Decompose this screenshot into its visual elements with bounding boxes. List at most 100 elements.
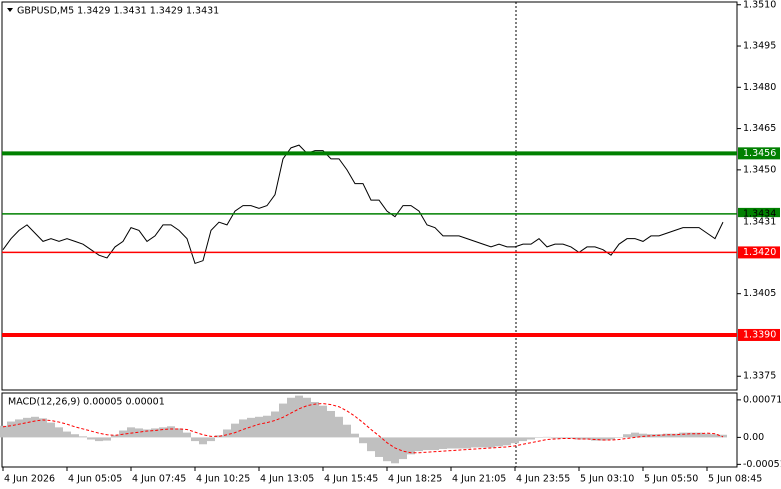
macd-bar — [343, 424, 351, 438]
macd-bar — [55, 427, 63, 438]
macd-bar — [479, 437, 487, 448]
price-line — [2, 144, 724, 265]
macd-bar — [639, 433, 647, 438]
macd-bar — [679, 432, 687, 438]
macd-bar — [671, 433, 679, 438]
macd-bar — [695, 432, 703, 438]
x-tick-label: 4 Jun 15:45 — [324, 474, 378, 485]
macd-bar — [567, 437, 575, 439]
macd-bar — [63, 431, 71, 438]
macd-bar — [463, 437, 471, 449]
macd-bar — [655, 434, 663, 438]
macd-bar — [127, 427, 135, 438]
x-tick-label: 5 Jun 05:50 — [644, 474, 698, 485]
macd-bar — [231, 423, 239, 438]
macd-bar — [591, 437, 599, 441]
macd-bar — [687, 432, 695, 438]
macd-bar — [0, 425, 7, 438]
main-panel — [1, 1, 738, 391]
macd-bar — [631, 432, 639, 438]
level-label-box — [738, 246, 780, 259]
macd-bar — [175, 428, 183, 438]
macd-bar — [711, 434, 719, 438]
macd-bar — [71, 434, 79, 438]
macd-bar — [167, 426, 175, 438]
last-price-label: 1.3431 — [743, 217, 776, 228]
macd-bar — [599, 437, 607, 441]
macd-bar — [703, 433, 711, 438]
x-tick-label: 4 Jun 05:05 — [68, 474, 122, 485]
macd-bar — [31, 416, 39, 438]
macd-bar — [239, 419, 247, 438]
last-price-box — [738, 217, 780, 228]
macd-bar — [647, 434, 655, 438]
macd-bar — [223, 429, 231, 438]
macd-bar — [87, 437, 95, 440]
macd-bar — [359, 437, 367, 444]
macd-bar — [103, 437, 111, 441]
x-tick-label: 5 Jun 08:45 — [708, 474, 762, 485]
symbol-icon — [7, 8, 13, 12]
macd-bar — [535, 437, 543, 438]
y-tick-label: 1.3495 — [743, 41, 776, 52]
macd-bar — [295, 395, 303, 438]
macd-bar — [287, 397, 295, 438]
x-tick-label: 4 Jun 13:05 — [260, 474, 314, 485]
macd-bar — [207, 437, 215, 442]
macd-bar — [95, 437, 103, 442]
signal-line — [2, 403, 724, 454]
macd-bar — [23, 417, 31, 438]
macd-bar — [383, 437, 391, 462]
macd-bar — [623, 434, 631, 438]
y-tick-label: 1.3405 — [743, 288, 776, 299]
macd-bar — [423, 437, 431, 451]
level-label-box — [738, 147, 780, 160]
level-label: 1.3456 — [743, 148, 776, 159]
x-tick-label: 4 Jun 2026 — [4, 474, 55, 485]
macd-bar — [607, 437, 615, 440]
macd-bar — [399, 437, 407, 460]
x-tick-label: 4 Jun 18:25 — [388, 474, 442, 485]
chart-title: GBPUSD,M5 1.3429 1.3431 1.3429 1.3431 — [17, 6, 219, 17]
y-tick-label: 1.3510 — [743, 0, 776, 10]
macd-bar — [151, 428, 159, 438]
macd-bar — [447, 437, 455, 449]
y-tick-label: -0.00051 — [743, 459, 781, 470]
macd-bar — [271, 411, 279, 438]
macd-bar — [7, 421, 15, 438]
macd-bar — [215, 435, 223, 438]
macd-bar — [551, 437, 559, 439]
macd-bar — [111, 435, 119, 438]
macd-bar — [471, 437, 479, 448]
macd-bar — [47, 422, 55, 438]
macd-bar — [327, 410, 335, 438]
macd-bar — [351, 433, 359, 438]
macd-bar — [79, 436, 87, 438]
macd-bar — [543, 436, 551, 438]
macd-bar — [407, 437, 415, 455]
macd-bar — [199, 437, 207, 445]
level-label-box — [738, 328, 780, 341]
macd-bar — [495, 437, 503, 447]
macd-bar — [719, 434, 727, 438]
macd-bar — [487, 437, 495, 448]
macd-bar — [15, 419, 23, 438]
macd-bar — [615, 437, 623, 438]
macd-bar — [455, 437, 463, 449]
level-label: 1.3434 — [743, 208, 776, 219]
y-tick-label: 1.3480 — [743, 82, 776, 93]
macd-bar — [439, 437, 447, 450]
macd-bar — [183, 432, 191, 438]
macd-bar — [527, 437, 535, 440]
macd-bar — [511, 437, 519, 444]
macd-bar — [663, 433, 671, 438]
macd-bar — [367, 437, 375, 452]
macd-bar — [311, 401, 319, 438]
macd-bar — [135, 428, 143, 438]
macd-bar — [39, 418, 47, 438]
macd-bar — [559, 437, 567, 439]
level-label: 1.3390 — [743, 329, 776, 340]
x-tick-label: 4 Jun 21:05 — [452, 474, 506, 485]
macd-bar — [583, 437, 591, 440]
